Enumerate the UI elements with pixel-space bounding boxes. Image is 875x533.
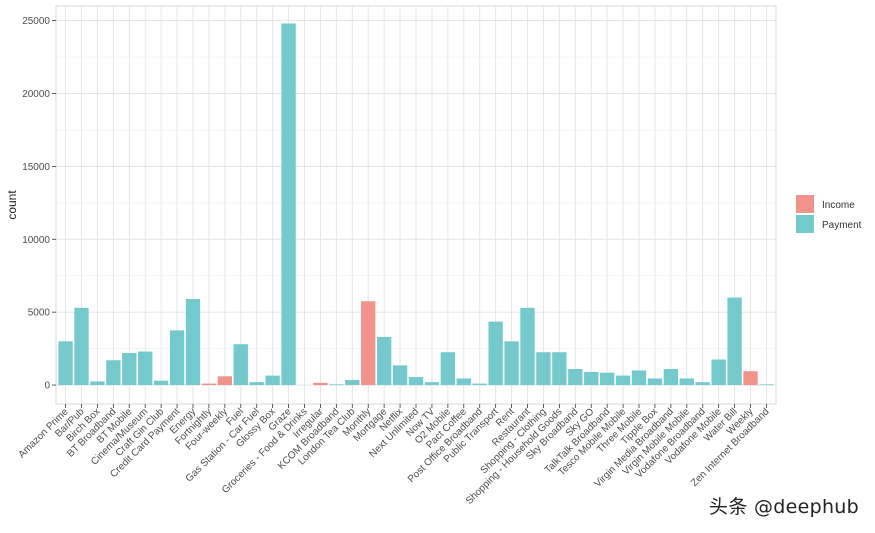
bar-payment-24 — [440, 352, 456, 386]
bar-payment-41 — [711, 359, 726, 386]
bar-payment-39 — [679, 378, 694, 386]
bar-payment-29 — [520, 307, 535, 386]
plot-panel — [55, 5, 777, 405]
y-tick-label: 5000 — [28, 308, 51, 319]
y-tick-label: 25000 — [22, 16, 50, 27]
y-axis: 0 5000 10000 15000 20000 25000 — [22, 16, 56, 392]
legend-label-income: Income — [822, 200, 855, 211]
bars — [58, 23, 774, 386]
bar-payment-26 — [472, 383, 487, 386]
bar-payment-4 — [122, 352, 137, 386]
legend-label-payment: Payment — [822, 220, 862, 231]
bar-income-9 — [201, 383, 217, 386]
bar-payment-31 — [552, 352, 567, 386]
bar-payment-7 — [169, 330, 185, 386]
bar-payment-25 — [456, 378, 471, 386]
bar-payment-42 — [727, 297, 742, 386]
bar-payment-35 — [615, 375, 631, 386]
bar-payment-18 — [345, 379, 360, 386]
bar-payment-40 — [695, 382, 710, 386]
watermark: 头条 @deephub — [709, 496, 859, 518]
bar-payment-2 — [90, 381, 105, 386]
bar-payment-28 — [504, 341, 519, 386]
bar-payment-38 — [663, 369, 679, 386]
y-tick-label: 0 — [44, 381, 50, 392]
bar-payment-17 — [329, 384, 344, 386]
bar-payment-14 — [281, 23, 296, 386]
bar-payment-0 — [58, 341, 73, 386]
bar-payment-20 — [376, 336, 392, 386]
bar-payment-13 — [265, 375, 280, 386]
bar-payment-12 — [249, 382, 264, 386]
bar-payment-44 — [759, 384, 774, 386]
y-tick-label: 20000 — [22, 89, 50, 100]
bar-payment-6 — [153, 380, 169, 386]
bar-payment-30 — [536, 352, 551, 386]
y-tick-label: 10000 — [22, 235, 50, 246]
bar-payment-23 — [424, 382, 440, 386]
bar-income-43 — [743, 371, 758, 386]
bar-income-10 — [217, 376, 233, 386]
y-tick-label: 15000 — [22, 162, 50, 173]
bar-payment-33 — [584, 371, 599, 386]
bar-income-19 — [361, 301, 376, 386]
bar-payment-32 — [568, 369, 583, 386]
bar-payment-27 — [488, 321, 503, 386]
bar-payment-34 — [599, 372, 615, 386]
bar-payment-37 — [647, 378, 663, 386]
bar-payment-11 — [233, 344, 248, 386]
legend-key-income — [796, 195, 814, 213]
legend-key-payment — [796, 215, 814, 233]
bar-payment-5 — [138, 351, 153, 386]
bar-payment-36 — [631, 370, 647, 386]
bar-payment-1 — [74, 307, 89, 386]
bar-payment-8 — [185, 299, 201, 386]
bar-income-16 — [313, 382, 328, 386]
bar-payment-22 — [408, 377, 424, 386]
bar-payment-21 — [392, 365, 408, 386]
legend: Income Payment — [796, 195, 862, 233]
y-axis-title: count — [5, 190, 19, 220]
bar-payment-3 — [106, 360, 121, 386]
